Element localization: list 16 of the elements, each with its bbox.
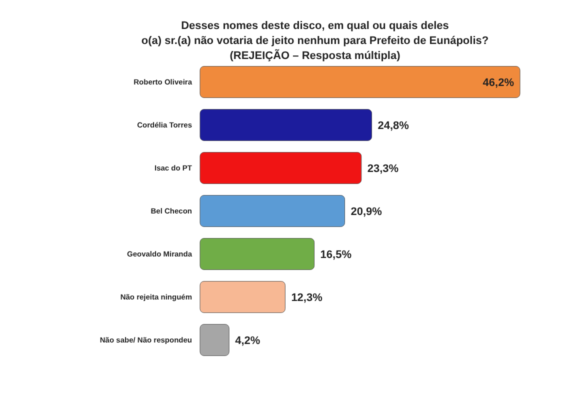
bar — [200, 324, 230, 356]
data-label: 12,3% — [291, 292, 323, 304]
chart-subtitle: (REJEIÇÃO – Resposta múltipla) — [230, 49, 401, 62]
data-label: 24,8% — [378, 120, 410, 132]
bar — [200, 238, 315, 270]
bar — [200, 66, 520, 98]
data-label: 20,9% — [350, 206, 382, 218]
chart-title: Desses nomes deste disco, em qual ou quais deles o(a) sr.(a) não votaria de jeito nenhum para Prefeito de Eunápolis? — [141, 20, 489, 47]
bar — [200, 109, 372, 141]
bar — [200, 195, 346, 227]
data-label: 16,5% — [320, 248, 352, 261]
bar — [200, 281, 286, 313]
data-label: 23,3% — [367, 162, 399, 175]
bar — [200, 152, 362, 184]
data-label: 46,2% — [482, 76, 514, 89]
data-label: 4,2% — [235, 334, 260, 347]
